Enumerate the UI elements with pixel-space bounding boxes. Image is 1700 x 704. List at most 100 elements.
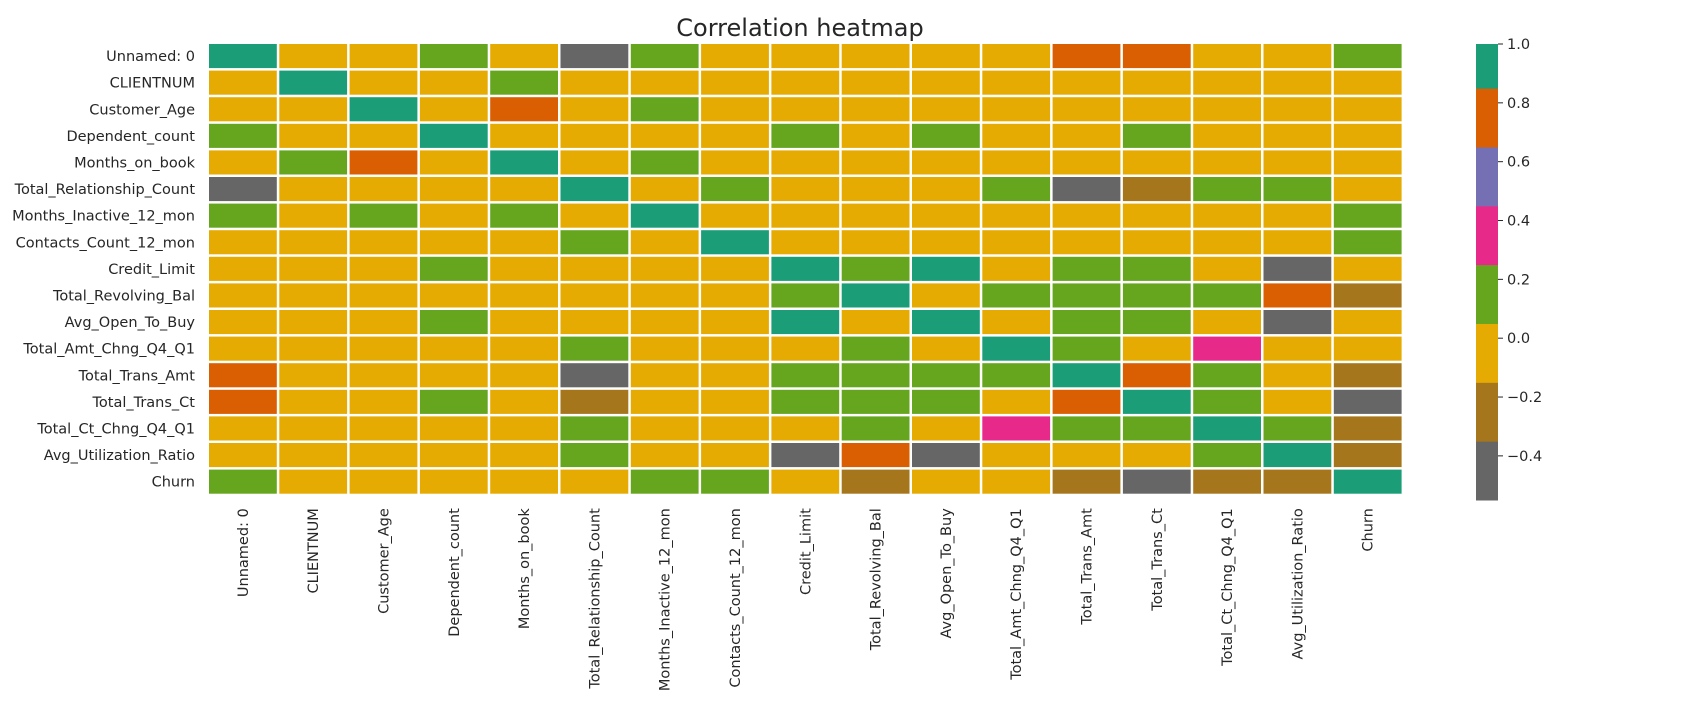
heatmap-cell [209, 443, 277, 468]
heatmap-cell [209, 150, 277, 175]
heatmap-cell [771, 336, 840, 361]
heatmap-cell [841, 310, 910, 335]
heatmap-cell [1193, 97, 1261, 122]
heatmap-cell [490, 389, 558, 414]
heatmap-cell [560, 97, 629, 122]
heatmap-cell [209, 256, 277, 281]
heatmap-cell [560, 44, 629, 69]
heatmap-cell [630, 44, 699, 69]
heatmap-cell [349, 443, 418, 468]
heatmap-cell [841, 256, 910, 281]
heatmap-cell [419, 177, 488, 202]
row-label: Contacts_Count_12_mon [16, 235, 195, 251]
heatmap-cell [419, 363, 488, 388]
heatmap-cell [982, 443, 1051, 468]
heatmap-cell [419, 44, 488, 69]
chart-title: Correlation heatmap [676, 14, 923, 42]
heatmap-cell [1333, 256, 1402, 281]
heatmap-cell [912, 256, 980, 281]
heatmap-cell [630, 123, 699, 148]
heatmap-cell [982, 310, 1051, 335]
heatmap-cell [982, 150, 1051, 175]
heatmap-cell [771, 469, 840, 494]
heatmap-cell [771, 283, 840, 308]
heatmap-cell [1052, 44, 1121, 69]
heatmap-cell [1193, 230, 1261, 255]
row-label: Total_Trans_Amt [78, 368, 196, 384]
heatmap-cell [701, 177, 769, 202]
heatmap-cell [209, 389, 277, 414]
heatmap-cell [1193, 363, 1261, 388]
heatmap-cell [1333, 363, 1402, 388]
row-label: Churn [152, 475, 195, 491]
row-label: Avg_Utilization_Ratio [44, 448, 195, 464]
heatmap-cell [490, 203, 558, 228]
row-label: Months_on_book [74, 155, 196, 171]
heatmap-cell [560, 416, 629, 441]
column-label: Customer_Age [377, 508, 393, 614]
colorbar-segment [1476, 264, 1498, 324]
heatmap-cell [630, 150, 699, 175]
heatmap-cell [771, 177, 840, 202]
heatmap-cell [349, 336, 418, 361]
heatmap-cell [1052, 283, 1121, 308]
heatmap-cell [279, 416, 348, 441]
heatmap-cell [279, 97, 348, 122]
heatmap-cell [1263, 256, 1332, 281]
heatmap-cell [1263, 203, 1332, 228]
heatmap-cell [701, 416, 769, 441]
heatmap-cell [209, 230, 277, 255]
heatmap-cell [841, 203, 910, 228]
heatmap-cell [630, 443, 699, 468]
heatmap-cell [419, 416, 488, 441]
heatmap-cell [1263, 416, 1332, 441]
column-label: Total_Relationship_Count [587, 508, 603, 690]
row-label: Total_Relationship_Count [14, 182, 196, 198]
heatmap-cell [841, 283, 910, 308]
heatmap-cell [209, 416, 277, 441]
heatmap-cell [982, 336, 1051, 361]
heatmap-cell [982, 416, 1051, 441]
heatmap-cell [771, 363, 840, 388]
heatmap-cell [1263, 230, 1332, 255]
heatmap-cell [701, 44, 769, 69]
heatmap-cell [279, 336, 348, 361]
column-label: CLIENTNUM [306, 508, 322, 593]
heatmap-cell [982, 203, 1051, 228]
heatmap-cell [209, 123, 277, 148]
heatmap-cell [1333, 336, 1402, 361]
row-label: Customer_Age [89, 102, 195, 118]
colorbar-tick-label: 0.4 [1507, 214, 1530, 230]
heatmap-cell [771, 416, 840, 441]
heatmap-cell [1122, 177, 1191, 202]
heatmap-cell [982, 256, 1051, 281]
heatmap-cell [982, 469, 1051, 494]
heatmap-cell [1122, 203, 1191, 228]
heatmap-cell [1263, 310, 1332, 335]
heatmap-cell [1193, 150, 1261, 175]
heatmap-cell [912, 97, 980, 122]
heatmap-cell [1052, 70, 1121, 95]
heatmap-cell [490, 283, 558, 308]
heatmap-cell [1052, 336, 1121, 361]
heatmap-cell [560, 443, 629, 468]
row-label: Dependent_count [66, 129, 195, 145]
heatmap-cell [419, 283, 488, 308]
heatmap-cell [841, 97, 910, 122]
heatmap-cell [1052, 310, 1121, 335]
heatmap-cell [490, 230, 558, 255]
heatmap-cell [209, 97, 277, 122]
heatmap-cell [279, 203, 348, 228]
heatmap-cell [1122, 97, 1191, 122]
heatmap-cell [1052, 123, 1121, 148]
heatmap-cell [1052, 443, 1121, 468]
heatmap-cell [1122, 469, 1191, 494]
heatmap-cell [701, 363, 769, 388]
heatmap-cell [1333, 177, 1402, 202]
colorbar-tick-label: 0.2 [1507, 272, 1530, 288]
heatmap-cell [279, 389, 348, 414]
row-label: CLIENTNUM [110, 76, 195, 92]
row-label: Months_Inactive_12_mon [12, 209, 195, 225]
heatmap-cell [1263, 389, 1332, 414]
